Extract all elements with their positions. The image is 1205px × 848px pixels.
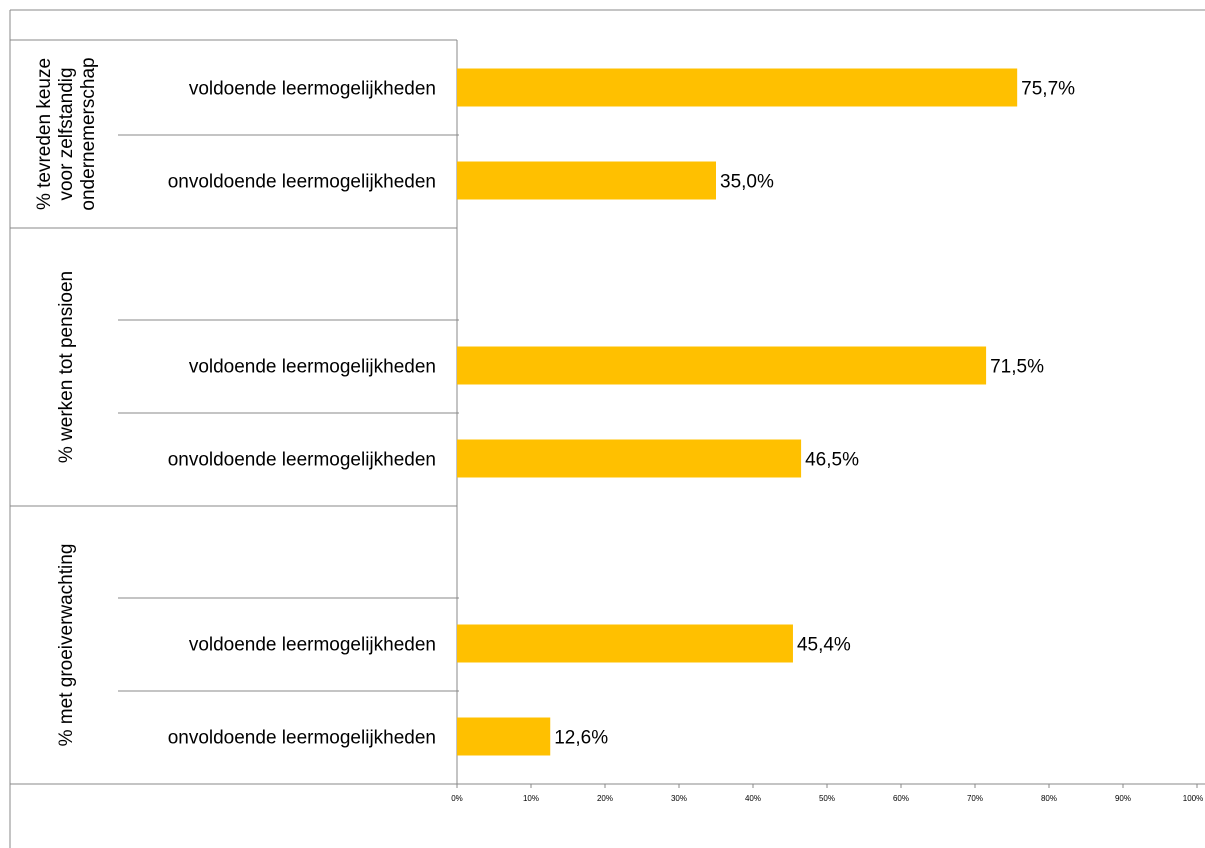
x-tick-label: 40% — [745, 794, 761, 803]
x-tick-label: 50% — [819, 794, 835, 803]
category-label: onvoldoende leermogelijkheden — [168, 172, 436, 193]
bar — [457, 624, 793, 663]
category-label: voldoende leermogelijkheden — [189, 635, 436, 656]
x-axis: 0% 10% 20% 30% 40% 50% 60% 70% 80% 90% 100% — [451, 784, 1203, 803]
data-label: 45,4% — [797, 635, 851, 656]
x-tick-label: 30% — [671, 794, 687, 803]
group-label: voor zelfstandig — [56, 67, 77, 200]
bar — [457, 161, 716, 200]
chart-frame — [9, 9, 1205, 848]
group-label: % tevreden keuze — [34, 58, 55, 210]
data-label: 46,5% — [805, 450, 859, 471]
x-tick-label: 100% — [1183, 794, 1203, 803]
x-tick-label: 70% — [967, 794, 983, 803]
data-label: 71,5% — [990, 357, 1044, 378]
x-tick-label: 80% — [1041, 794, 1057, 803]
x-tick-label: 90% — [1115, 794, 1131, 803]
x-tick-label: 10% — [523, 794, 539, 803]
category-label: voldoende leermogelijkheden — [189, 357, 436, 378]
x-tick-label: 0% — [451, 794, 463, 803]
category-labels: voldoende leermogelijkheden onvoldoende l… — [168, 79, 436, 749]
group-label: ondernemerschap — [78, 57, 99, 210]
x-tick-label: 20% — [597, 794, 613, 803]
bars — [457, 68, 1018, 756]
category-label: onvoldoende leermogelijkheden — [168, 728, 436, 749]
category-label: voldoende leermogelijkheden — [189, 79, 436, 100]
bar — [457, 68, 1018, 107]
x-tick-label: 60% — [893, 794, 909, 803]
data-label: 75,7% — [1021, 79, 1075, 100]
data-labels: 75,7% 35,0% 71,5% 46,5% 45,4% 12,6% — [554, 79, 1075, 749]
group-labels: % tevreden keuze voor zelfstandig ondernem… — [34, 57, 99, 746]
category-label: onvoldoende leermogelijkheden — [168, 450, 436, 471]
data-label: 12,6% — [554, 728, 608, 749]
data-label: 35,0% — [720, 172, 774, 193]
bar — [457, 717, 551, 756]
group-label: % met groeiverwachting — [56, 544, 77, 747]
group-label: % werken tot pensioen — [56, 271, 77, 463]
bar — [457, 439, 802, 478]
bar — [457, 346, 987, 385]
